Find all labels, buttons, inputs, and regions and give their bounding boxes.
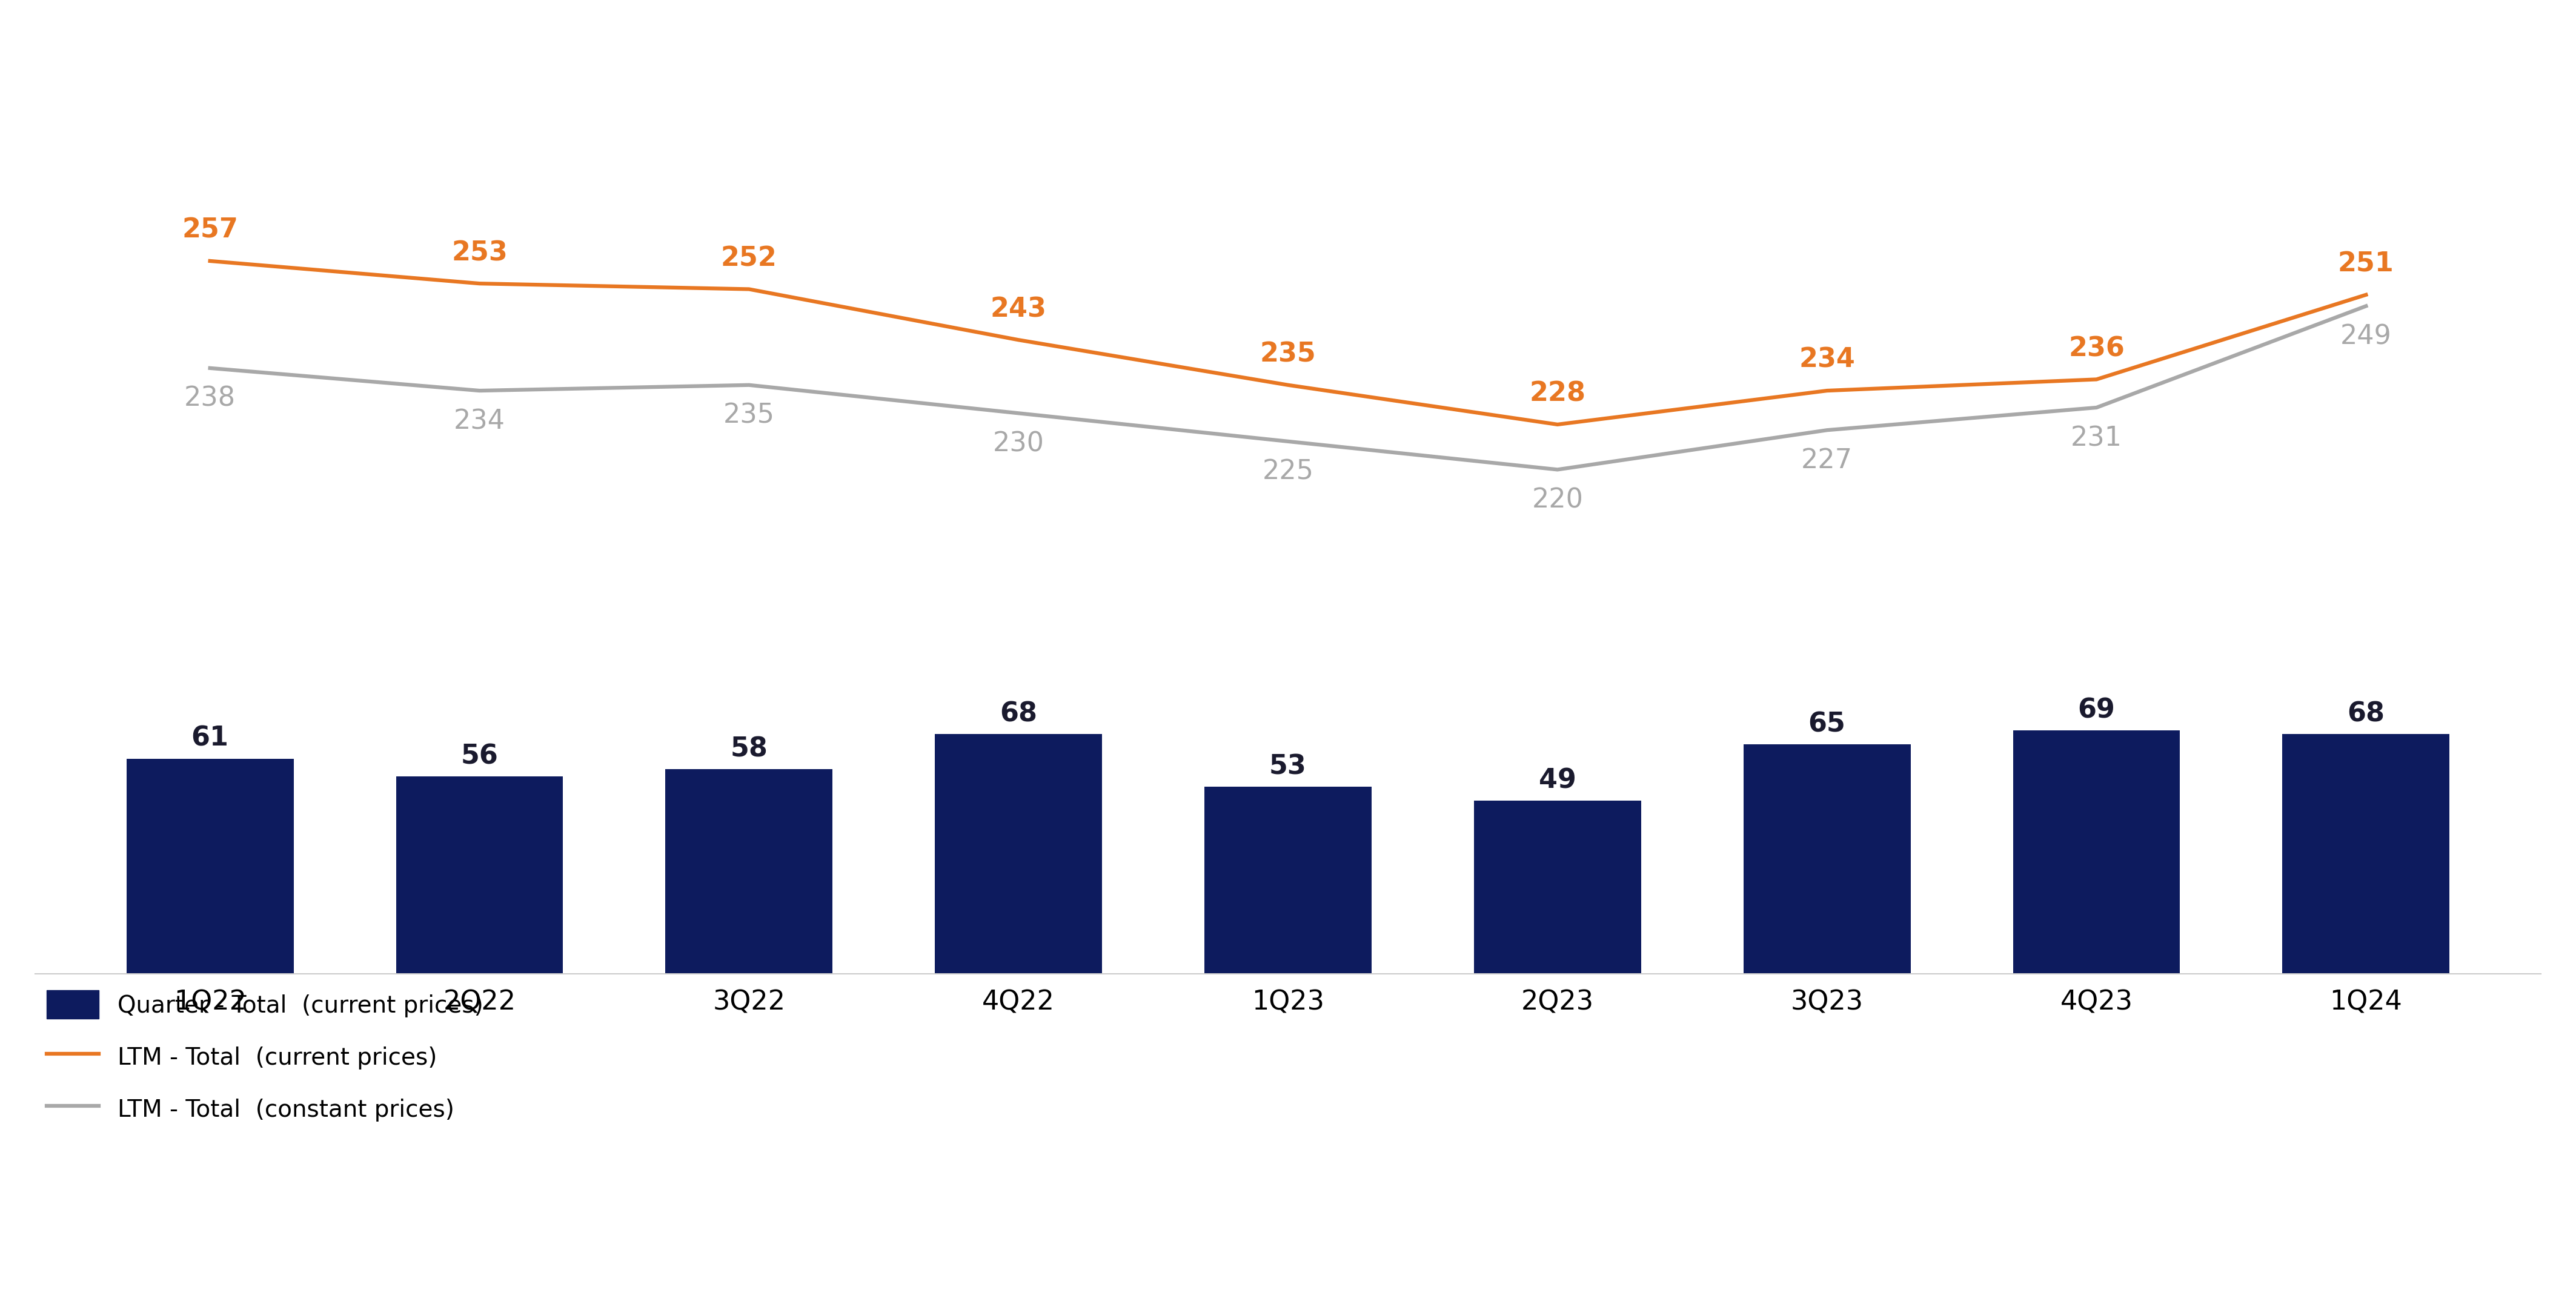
Bar <box>2282 734 2450 973</box>
Text: 53: 53 <box>1270 754 1306 780</box>
Text: 235: 235 <box>724 403 775 429</box>
Bar <box>1744 744 1911 973</box>
Text: 252: 252 <box>721 245 778 272</box>
Bar <box>126 758 294 973</box>
Bar <box>665 769 832 973</box>
Bar <box>935 734 1103 973</box>
Text: 234: 234 <box>453 408 505 434</box>
Text: 56: 56 <box>461 743 497 769</box>
Legend: Quarter - Total  (current prices), LTM - Total  (current prices), LTM - Total  (: Quarter - Total (current prices), LTM - … <box>46 990 484 1124</box>
Text: 49: 49 <box>1538 767 1577 794</box>
Text: 243: 243 <box>989 297 1046 323</box>
Text: 58: 58 <box>729 736 768 762</box>
Text: 235: 235 <box>1260 341 1316 367</box>
Text: 257: 257 <box>183 218 237 244</box>
Text: 238: 238 <box>185 386 237 412</box>
Bar <box>397 776 564 973</box>
Text: 65: 65 <box>1808 712 1847 737</box>
Text: 234: 234 <box>1798 347 1855 373</box>
Text: 225: 225 <box>1262 459 1314 485</box>
Text: 230: 230 <box>992 430 1043 457</box>
Bar <box>1473 801 1641 973</box>
Bar <box>2012 731 2179 973</box>
Text: 228: 228 <box>1530 381 1587 407</box>
Text: 68: 68 <box>999 701 1038 727</box>
Text: 61: 61 <box>191 726 229 752</box>
Text: 227: 227 <box>1801 447 1852 474</box>
Text: 69: 69 <box>2079 697 2115 723</box>
Text: 231: 231 <box>2071 425 2123 451</box>
Bar <box>1206 787 1370 973</box>
Text: 249: 249 <box>2339 324 2391 350</box>
Text: 68: 68 <box>2347 701 2385 727</box>
Text: 220: 220 <box>1533 487 1584 513</box>
Text: 251: 251 <box>2339 251 2393 277</box>
Text: 253: 253 <box>451 240 507 266</box>
Text: 236: 236 <box>2069 336 2125 362</box>
